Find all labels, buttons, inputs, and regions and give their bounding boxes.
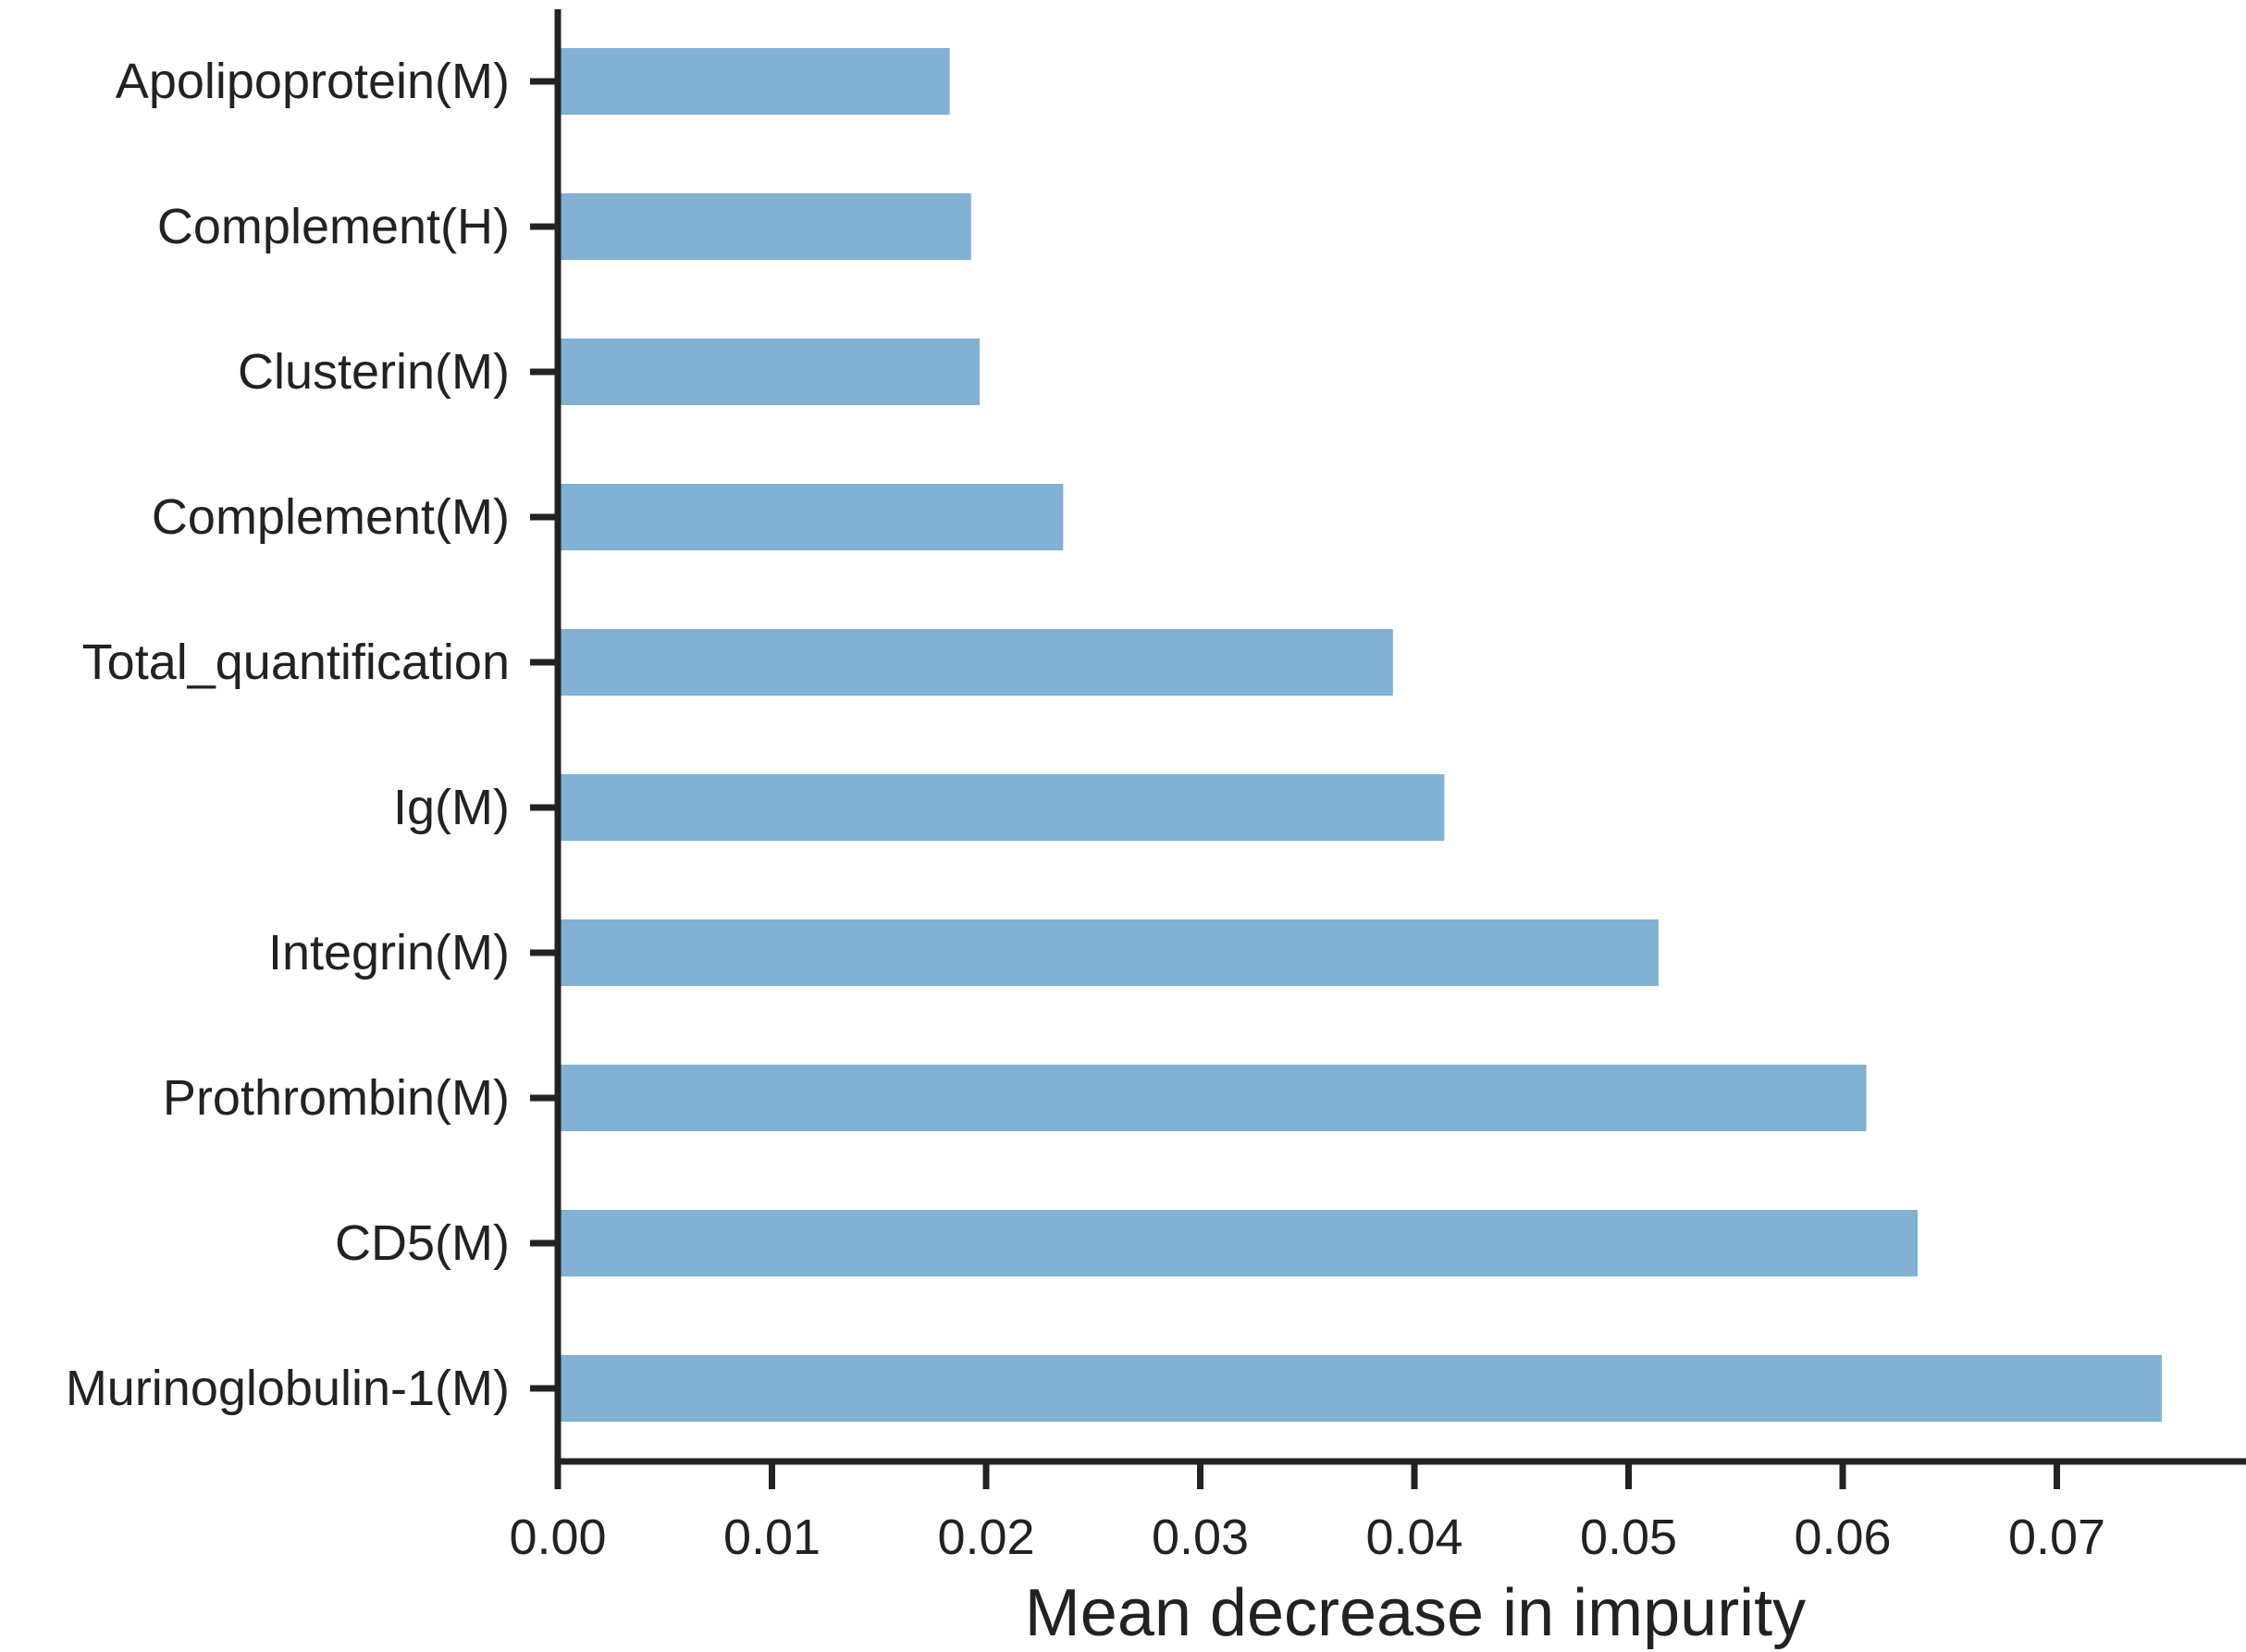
bar-integrin-m [558,919,1659,986]
x-tick-label: 0.05 [1580,1510,1677,1565]
y-tick-label: Complement(H) [157,199,510,254]
bar-cd5-m [558,1210,1919,1276]
x-tick-label: 0.03 [1152,1510,1249,1565]
y-tick-label: CD5(M) [335,1215,510,1271]
x-axis-title: Mean decrease in impurity [1025,1576,1806,1650]
bar-prothrombin-m [558,1065,1867,1131]
x-tick-label: 0.04 [1365,1510,1462,1565]
bar-apolipoprotein-m [558,48,950,115]
y-tick-label: Integrin(M) [268,925,510,980]
bar-clusterin-m [558,339,981,405]
bars-group [558,48,2162,1422]
x-tick-label: 0.06 [1794,1510,1891,1565]
y-ticks-group: Apolipoprotein(M) Complement(H) Clusterin(… [66,54,558,1416]
y-tick-label: Prothrombin(M) [163,1070,510,1126]
bar-complement-h [558,193,971,260]
bar-total-quantification [558,629,1393,696]
x-ticks-group: 0.00 0.01 0.02 0.03 0.04 0.05 0.06 0.07 [509,1461,2105,1565]
y-tick-label: Murinoglobulin-1(M) [66,1361,510,1416]
x-tick-label: 0.01 [723,1510,821,1565]
y-tick-label: Total_quantification [82,635,510,690]
y-tick-label: Ig(M) [393,780,510,835]
bar-complement-m [558,484,1064,550]
x-tick-label: 0.02 [937,1510,1034,1565]
x-tick-label: 0.07 [2008,1510,2105,1565]
bar-murinoglobulin-1-m [558,1355,2162,1422]
y-tick-label: Apolipoprotein(M) [116,54,510,109]
y-tick-label: Clusterin(M) [238,344,510,400]
y-tick-label: Complement(M) [152,489,510,545]
x-tick-label: 0.00 [509,1510,606,1565]
bar-ig-m [558,774,1445,841]
